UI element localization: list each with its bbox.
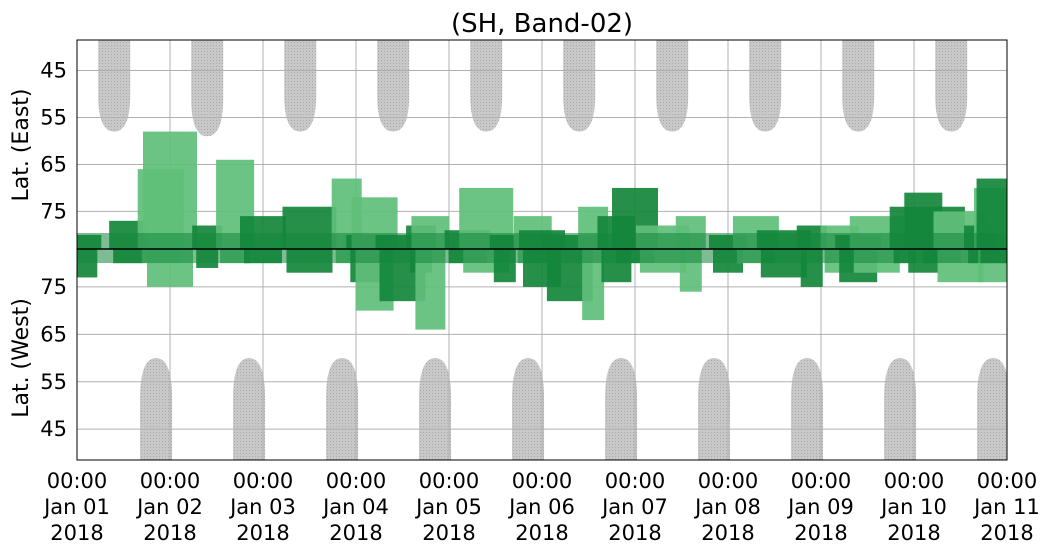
ytick-east-0: 45: [40, 59, 67, 83]
activity-core-band: [77, 233, 1007, 263]
daylight-region-west-6: [698, 358, 731, 460]
daylight-region-west-5: [605, 358, 638, 460]
daylight-region-east-1: [191, 40, 224, 137]
activity-regions: [77, 131, 1007, 330]
ytick-east-1: 55: [40, 105, 67, 129]
xtick-time-10: 00:00: [977, 469, 1038, 493]
daylight-region-east-5: [563, 40, 596, 132]
ytick-east-3: 75: [40, 199, 67, 223]
xtick-time-8: 00:00: [791, 469, 852, 493]
y-axis-label-west: Lat. (West): [9, 298, 34, 418]
xtick-time-5: 00:00: [512, 469, 573, 493]
plot-frame: [76, 39, 1008, 461]
xtick-year-9: 2018: [887, 521, 940, 545]
ytick-east-2: 65: [40, 152, 67, 176]
xtick-date-3: Jan 04: [321, 495, 389, 519]
xtick-year-10: 2018: [980, 521, 1033, 545]
xtick-time-6: 00:00: [605, 469, 666, 493]
daylight-region-east-2: [284, 40, 317, 132]
xtick-date-8: Jan 09: [786, 495, 854, 519]
daylight-region-east-0: [98, 40, 131, 132]
daylight-region-west-9: [977, 358, 1007, 460]
xtick-year-7: 2018: [701, 521, 754, 545]
xtick-time-7: 00:00: [698, 469, 759, 493]
daylight-region-west-0: [140, 358, 173, 460]
daylight-region-east-9: [935, 40, 968, 132]
xtick-time-1: 00:00: [140, 469, 201, 493]
daylight-region-east-6: [656, 40, 689, 132]
xtick-date-5: Jan 06: [507, 495, 575, 519]
activity-west-20: [582, 249, 605, 321]
xtick-time-2: 00:00: [233, 469, 294, 493]
chart-title: (SH, Band-02): [451, 9, 633, 39]
daylight-region-west-4: [512, 358, 545, 460]
xtick-year-4: 2018: [422, 521, 475, 545]
y-axis-label-east: Lat. (East): [9, 89, 34, 202]
daylight-regions: [98, 40, 1007, 460]
ytick-west-1: 65: [40, 322, 67, 346]
daylight-region-east-3: [377, 40, 410, 132]
xtick-year-0: 2018: [50, 521, 103, 545]
xtick-time-3: 00:00: [326, 469, 387, 493]
xtick-date-9: Jan 10: [879, 495, 947, 519]
xtick-year-3: 2018: [329, 521, 382, 545]
daylight-region-west-8: [884, 358, 917, 460]
xtick-year-1: 2018: [143, 521, 196, 545]
xtick-year-5: 2018: [515, 521, 568, 545]
xtick-date-4: Jan 05: [414, 495, 482, 519]
xtick-date-7: Jan 08: [693, 495, 761, 519]
daylight-region-west-3: [419, 358, 452, 460]
xtick-time-9: 00:00: [884, 469, 945, 493]
daylight-region-west-1: [233, 358, 266, 460]
xtick-time-4: 00:00: [419, 469, 480, 493]
xtick-year-2: 2018: [236, 521, 289, 545]
xtick-date-1: Jan 02: [135, 495, 203, 519]
xtick-date-6: Jan 07: [600, 495, 668, 519]
ytick-west-2: 55: [40, 370, 67, 394]
ytick-west-3: 45: [40, 417, 67, 441]
xtick-date-2: Jan 03: [228, 495, 296, 519]
daylight-region-east-8: [842, 40, 875, 132]
xtick-date-0: Jan 01: [42, 495, 110, 519]
ytick-west-0: 75: [40, 275, 67, 299]
xtick-year-8: 2018: [794, 521, 847, 545]
activity-east-3: [143, 131, 197, 249]
y-tick-labels: 45 55 65 75 75 65 55 45: [40, 59, 67, 442]
xtick-date-10: Jan 11: [972, 495, 1040, 519]
xtick-time-0: 00:00: [47, 469, 108, 493]
daylight-region-east-4: [470, 40, 503, 132]
daylight-region-west-7: [791, 358, 824, 460]
xtick-year-6: 2018: [608, 521, 661, 545]
daylight-region-west-2: [326, 358, 359, 460]
daylight-region-east-7: [749, 40, 782, 132]
